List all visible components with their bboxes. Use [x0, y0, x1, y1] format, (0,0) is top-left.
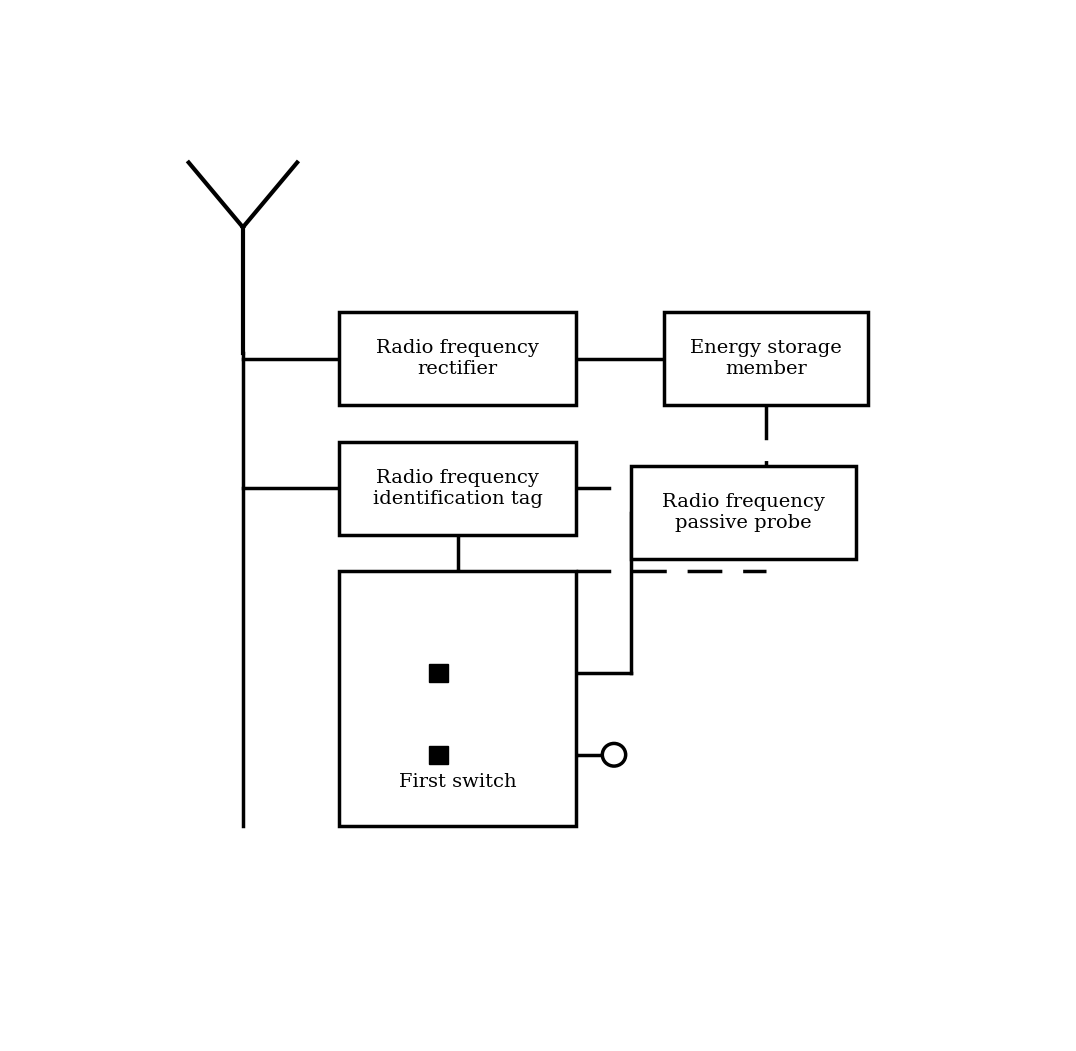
Bar	[664, 312, 868, 406]
Text: Energy storage
member: Energy storage member	[691, 339, 843, 378]
Text: First switch: First switch	[399, 772, 516, 790]
Text: Radio frequency
identification tag: Radio frequency identification tag	[372, 469, 542, 508]
Text: Radio frequency
passive probe: Radio frequency passive probe	[662, 493, 824, 532]
Bar	[339, 572, 577, 826]
Polygon shape	[429, 746, 448, 764]
Circle shape	[603, 743, 625, 766]
Bar	[631, 466, 855, 559]
Bar	[339, 441, 577, 535]
Bar	[339, 312, 577, 406]
Text: Radio frequency
rectifier: Radio frequency rectifier	[377, 339, 539, 378]
Polygon shape	[429, 664, 448, 682]
